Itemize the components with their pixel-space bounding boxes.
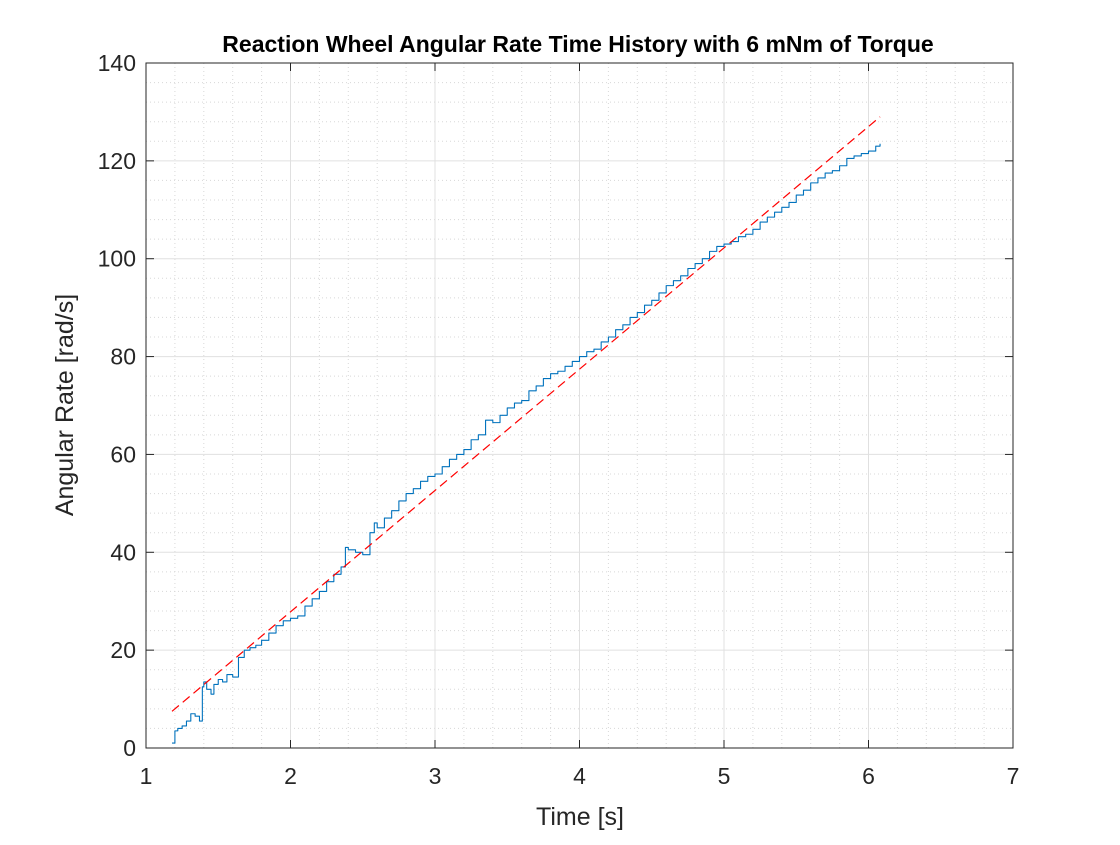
- x-tick-label: 1: [140, 763, 153, 789]
- x-tick-label: 5: [718, 763, 731, 789]
- y-tick-label: 0: [123, 735, 136, 761]
- x-tick-label: 6: [862, 763, 875, 789]
- tick-labels: 1 2 3 4 5 6 7 0 20 40 60 80 100 120 140: [98, 50, 1020, 789]
- x-axis-label: Time [s]: [536, 803, 624, 831]
- fit-line-series: [171, 116, 881, 712]
- y-tick-label: 140: [98, 50, 136, 76]
- y-tick-label: 80: [110, 344, 136, 370]
- y-tick-label: 120: [98, 148, 136, 174]
- x-tick-label: 4: [573, 763, 586, 789]
- y-axis-label: Angular Rate [rad/s]: [51, 294, 79, 516]
- ticks: [145, 62, 1014, 749]
- y-tick-label: 60: [110, 441, 136, 467]
- measured-rate-series: [172, 143, 881, 744]
- y-tick-label: 20: [110, 637, 136, 663]
- y-tick-label: 40: [110, 539, 136, 565]
- y-tick-label: 100: [98, 246, 136, 272]
- series-layer: [171, 116, 881, 744]
- x-tick-label: 3: [429, 763, 442, 789]
- chart-title: Reaction Wheel Angular Rate Time History…: [222, 31, 933, 57]
- x-tick-label: 7: [1007, 763, 1020, 789]
- x-tick-label: 2: [284, 763, 297, 789]
